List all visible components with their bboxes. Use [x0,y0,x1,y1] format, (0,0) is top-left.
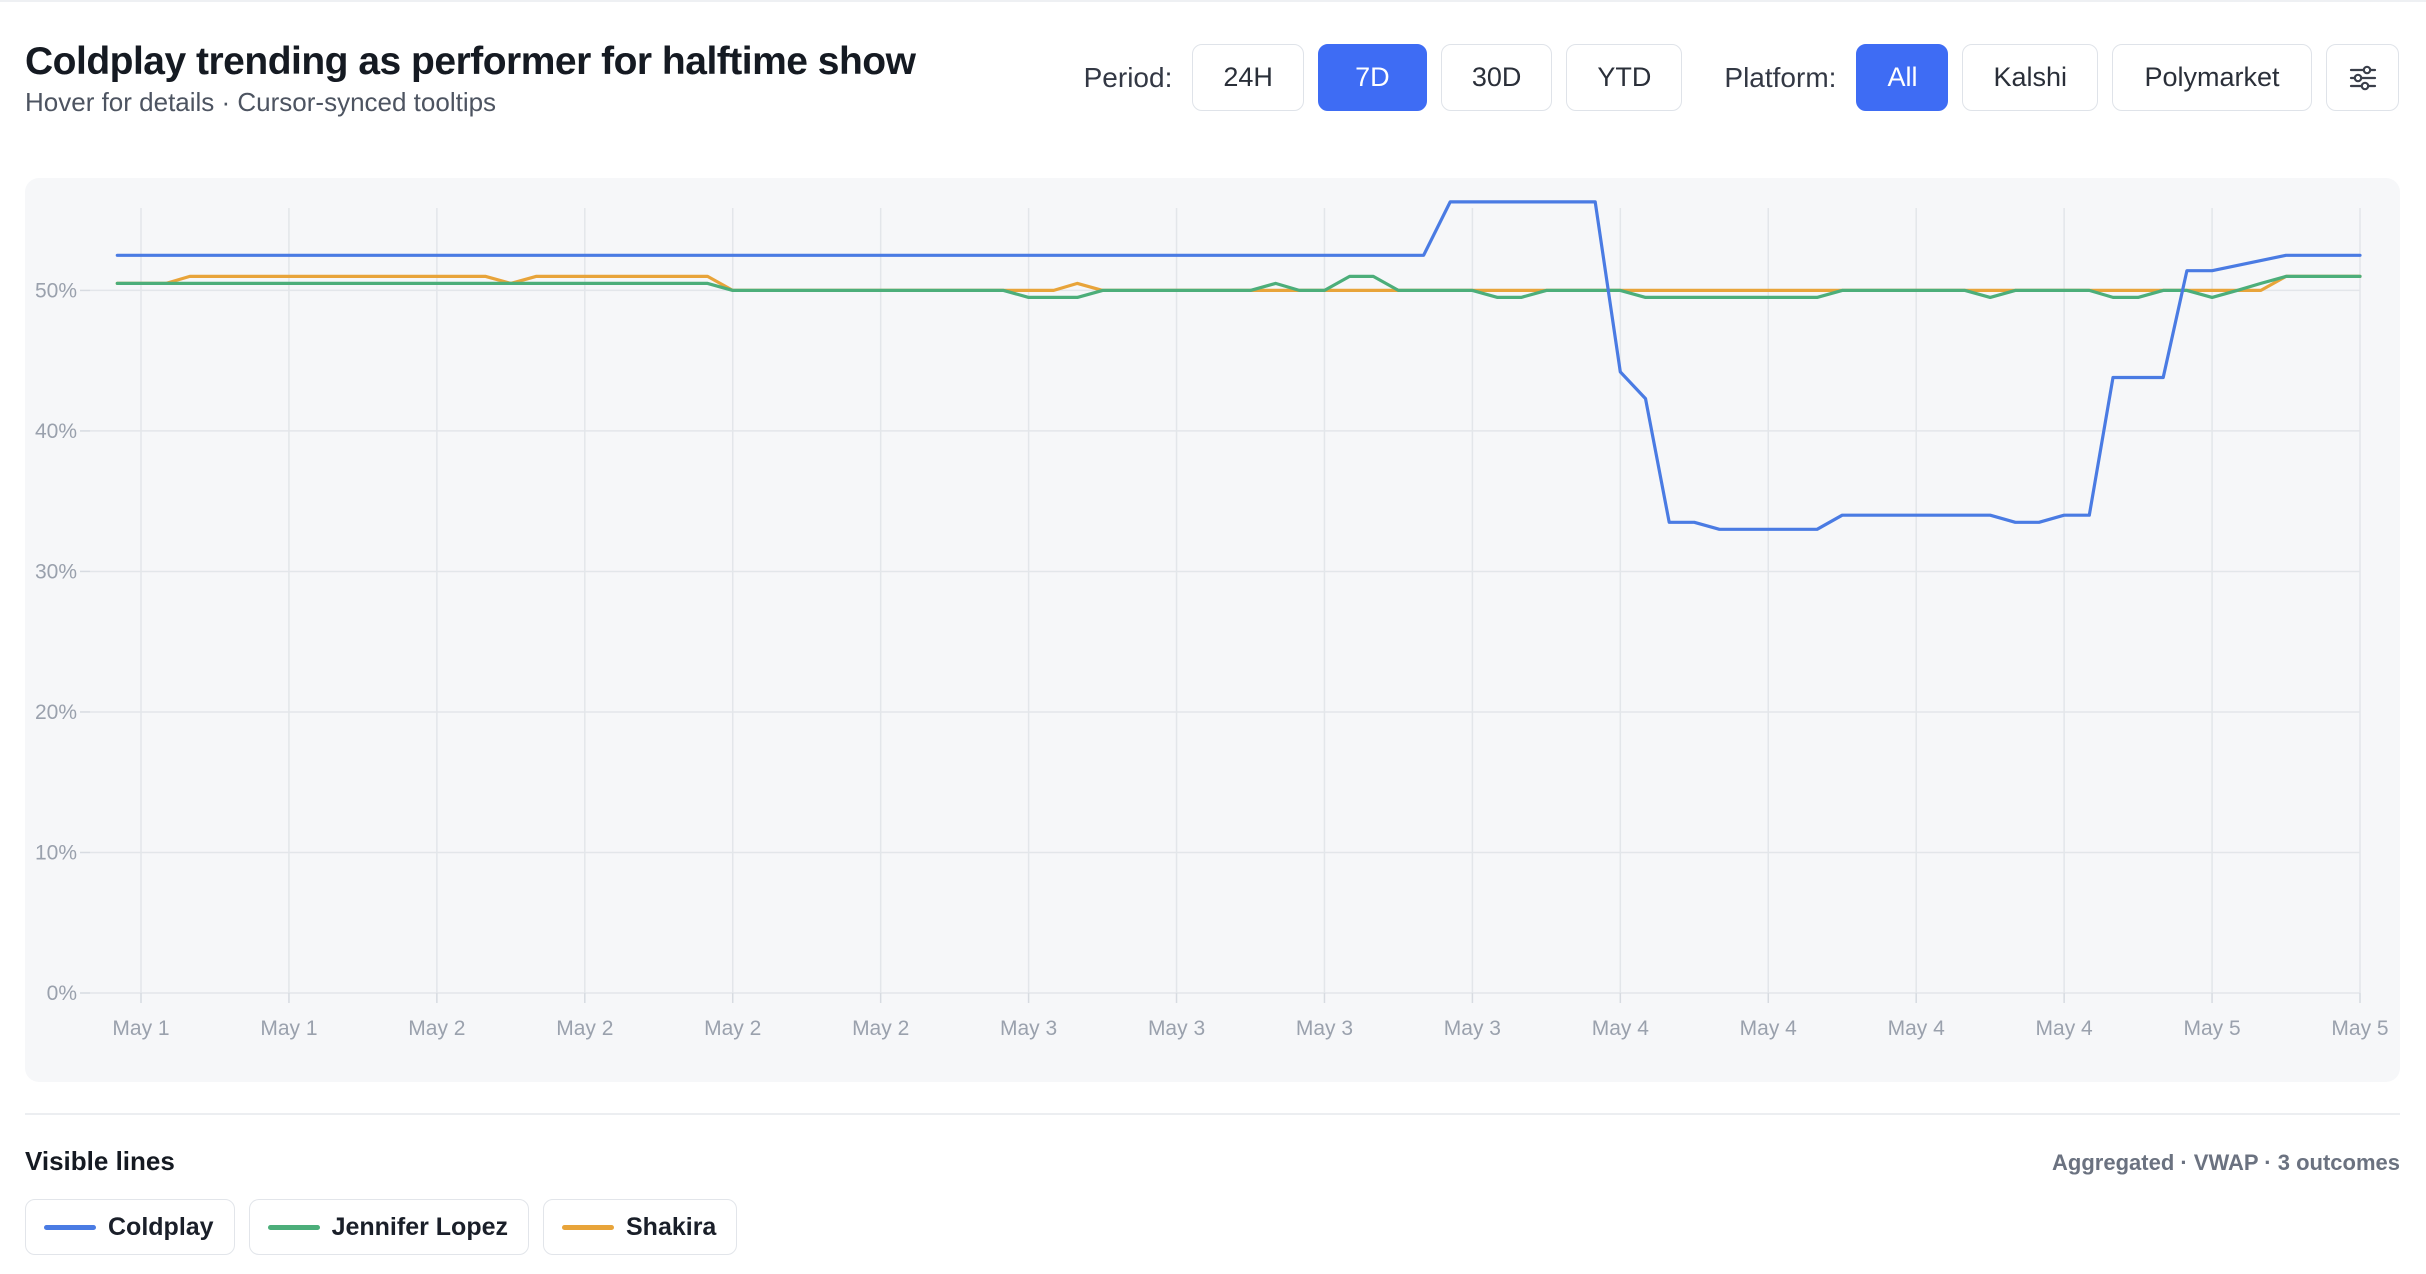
page-title: Coldplay trending as performer for halft… [25,40,916,83]
x-tick-label: May 2 [556,1017,613,1040]
legend-swatch-jennifer-lopez [267,1224,320,1230]
x-tick-label: May 5 [2331,1017,2388,1040]
x-axis: May 1 May 1 May 2 May 2 May 2 May 2 May 3 May 3… [112,993,2389,1040]
sliders-icon [2349,65,2376,90]
y-tick-label: 10% [35,841,77,864]
y-tick-label: 30% [35,560,77,583]
x-tick-label: May 3 [1000,1017,1057,1040]
page-subtitle: Hover for details · Cursor-synced toolti… [25,87,497,117]
legend-item-jennifer-lopez[interactable]: Jennifer Lopez [248,1199,529,1255]
legend-item-shakira[interactable]: Shakira [543,1199,738,1255]
x-tick-label: May 5 [2183,1017,2240,1040]
aggregation-meta: Aggregated · VWAP · 3 outcomes [2052,1150,2400,1175]
period-24h-button[interactable]: 24H [1192,44,1304,111]
platform-label: Platform: [1724,61,1837,93]
y-tick-label: 50% [35,279,77,302]
legend-label-coldplay: Coldplay [108,1212,214,1241]
x-tick-label: May 1 [112,1017,169,1040]
chart-grid [90,208,2361,994]
x-tick-label: May 4 [2036,1017,2094,1040]
top-border [0,0,2426,2]
x-tick-label: May 2 [704,1017,761,1040]
period-ytd-button[interactable]: YTD [1566,44,1683,111]
x-tick-label: May 4 [1592,1017,1650,1040]
legend: Coldplay Jennifer Lopez Shakira [25,1199,751,1255]
line-chart: 0%10%20%30%40%50% May 1 May 1 May 2 May 2 Ma… [35,200,2389,1040]
x-tick-label: May 3 [1444,1017,1501,1040]
x-tick-label: May 4 [1888,1017,1946,1040]
x-tick-label: May 3 [1148,1017,1205,1040]
y-tick-label: 0% [47,982,77,1005]
period-30d-button[interactable]: 30D [1440,44,1553,111]
legend-item-coldplay[interactable]: Coldplay [25,1199,235,1255]
chart-panel[interactable]: 0% 10% 20% 30% 40% 50% May 1 May 1 May 2 May 2 Ma… [25,178,2400,1082]
legend-swatch-shakira [562,1224,614,1230]
y-tick-label: 40% [35,420,77,443]
legend-label-jennifer-lopez: Jennifer Lopez [331,1212,508,1241]
platform-polymarket-button[interactable]: Polymarket [2112,44,2312,111]
chart-series [115,200,2362,531]
platform-all-button[interactable]: All [1856,44,1949,111]
series-line-coldplay[interactable] [115,200,2362,531]
x-tick-label: May 2 [852,1017,909,1040]
series-line-shakira[interactable] [115,274,2362,293]
x-tick-label: May 3 [1296,1017,1353,1040]
legend-label-shakira: Shakira [626,1212,717,1241]
y-axis: 0% 10% 20% 30% 40% 50% [35,279,90,1005]
period-label: Period: [1083,61,1173,93]
legend-swatch-coldplay [44,1224,96,1230]
section-divider [25,1113,2400,1115]
x-tick-label: May 4 [1740,1017,1798,1040]
x-tick-label: May 2 [408,1017,465,1040]
series-line-jennifer-lopez[interactable] [115,274,2362,300]
settings-button[interactable] [2326,44,2399,111]
period-7d-button[interactable]: 7D [1317,44,1427,111]
x-tick-label: May 1 [260,1017,317,1040]
visible-lines-title: Visible lines [25,1146,175,1176]
y-tick-label: 20% [35,701,77,724]
chart-controls: Period: 24H 7D 30D YTD Platform: All Kal… [1084,43,2399,112]
platform-kalshi-button[interactable]: Kalshi [1962,44,2098,111]
